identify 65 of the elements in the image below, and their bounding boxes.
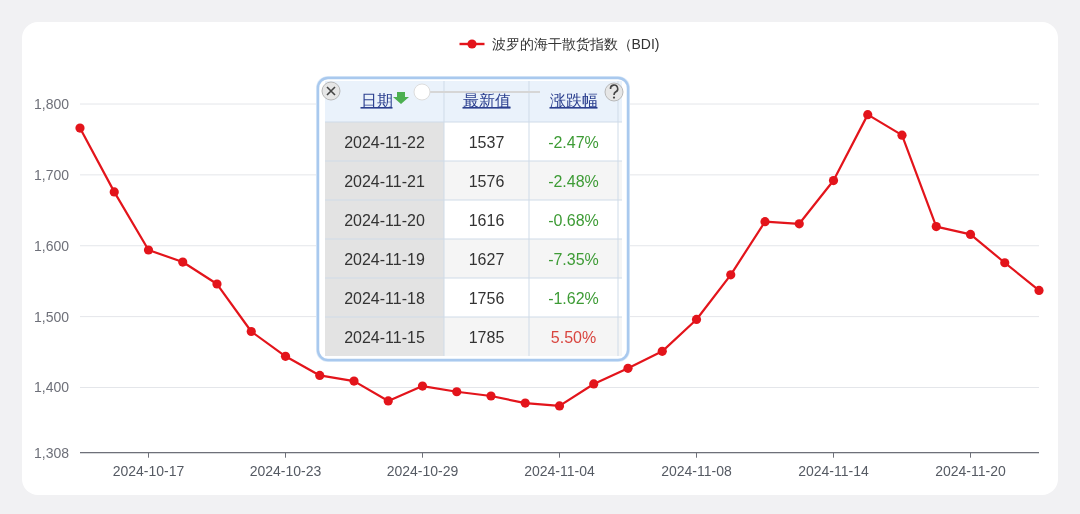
y-tick-label: 1,800 (33, 96, 70, 112)
category-label: 2024-11-15 (344, 328, 425, 346)
point (794, 219, 804, 229)
x-tick-label: 2024-10-17 (112, 462, 185, 479)
text: -2.47% (548, 133, 599, 151)
category-label: 2024-11-19 (344, 250, 425, 268)
point (760, 217, 770, 227)
point (452, 387, 462, 397)
point (965, 229, 976, 240)
point (178, 257, 188, 267)
point (212, 279, 222, 289)
text: -0.68% (548, 211, 599, 229)
text: 1756 (468, 289, 505, 307)
y-tick-label: 1,400 (33, 379, 70, 396)
text: 1576 (468, 172, 505, 190)
x-tick-label: 2024-11-04 (524, 462, 595, 479)
y-tick-label: 1,500 (33, 308, 70, 325)
text: -2.48% (548, 172, 599, 190)
text: 1537 (468, 133, 505, 151)
y-tick-label: 1,700 (33, 166, 70, 183)
category-label: 2024-11-22 (344, 133, 425, 151)
point (726, 270, 736, 280)
category-label: 日期 (360, 92, 393, 109)
point (897, 130, 907, 140)
point (383, 396, 393, 406)
y-tick-label: 1,600 (33, 237, 70, 254)
point (417, 381, 428, 391)
category-label: 2024-11-18 (344, 289, 425, 307)
point (520, 398, 530, 408)
point (349, 376, 359, 386)
point (75, 123, 85, 133)
text: 1785 (468, 328, 505, 346)
text: 1616 (468, 211, 505, 229)
category-label: 2024-11-20 (344, 211, 425, 229)
point (280, 351, 291, 361)
point (554, 401, 565, 411)
point (657, 346, 667, 356)
text: -7.35% (548, 250, 599, 268)
legend-label: 波罗的海干散货指数（BDI) (491, 36, 660, 52)
category-label: 2024-11-21 (344, 172, 425, 190)
point (1000, 258, 1010, 268)
point (315, 370, 325, 381)
x-tick-label: 2024-10-23 (249, 462, 322, 479)
y-tick-label: 1,308 (33, 444, 70, 461)
category-label: 最新值 (462, 92, 511, 109)
point (863, 110, 873, 120)
point (589, 379, 599, 389)
legend: 波罗的海干散货指数（BDI) (459, 36, 660, 52)
point (109, 187, 119, 197)
point (623, 363, 633, 373)
text: -1.62% (548, 289, 599, 307)
point (828, 175, 839, 186)
point (486, 391, 496, 401)
category-label: 涨跌幅 (549, 92, 598, 109)
x-tick-label: 2024-11-08 (661, 462, 732, 479)
x-tick-label: 2024-11-20 (935, 462, 1006, 479)
point (143, 245, 154, 255)
point (691, 314, 702, 325)
point (931, 222, 941, 232)
text: 5.50% (550, 328, 597, 346)
x-tick-label: 2024-11-14 (798, 462, 869, 479)
point (1034, 285, 1044, 295)
text: 1627 (468, 250, 505, 268)
point (246, 326, 256, 337)
x-tick-label: 2024-10-29 (386, 462, 459, 479)
